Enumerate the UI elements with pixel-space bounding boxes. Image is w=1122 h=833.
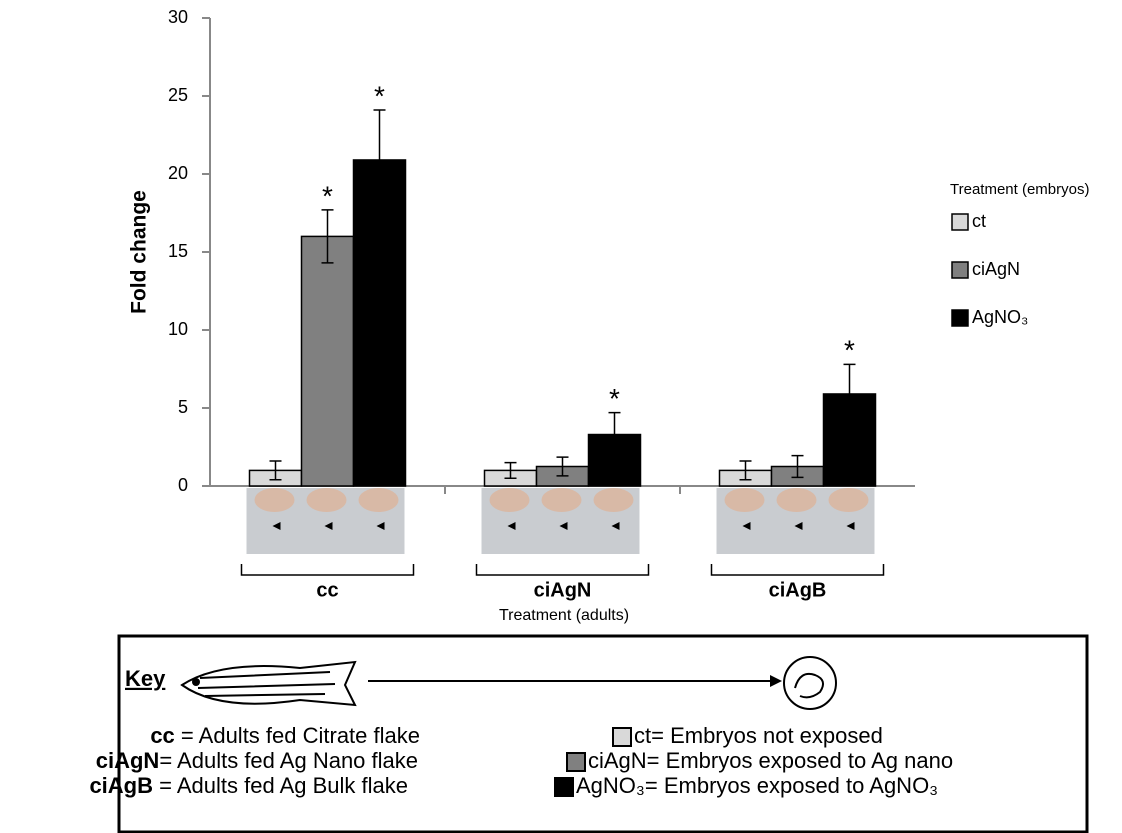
thumbnail-yolk [594, 488, 634, 512]
x-axis-label: Treatment (adults) [499, 607, 629, 624]
legend-swatch [952, 310, 968, 326]
thumbnail-yolk [359, 488, 399, 512]
key-swatch [613, 728, 631, 746]
bracket [477, 564, 649, 575]
y-tick-label: 5 [178, 397, 188, 417]
fish-icon [182, 662, 355, 705]
key-arrowhead [770, 675, 782, 687]
legend-swatch [952, 262, 968, 278]
key-title: Key [125, 666, 166, 691]
legend-label: ct [972, 211, 986, 231]
legend-title: Treatment (embryos) [950, 181, 1089, 198]
key-desc: = Adults fed Ag Nano flake [159, 748, 418, 773]
bar [302, 236, 354, 486]
key-code: ciAgN [96, 748, 160, 773]
x-tick-label: cc [316, 579, 338, 601]
key-adult-line: ciAgB = Adults fed Ag Bulk flake [89, 773, 408, 798]
significance-mark: * [322, 180, 333, 211]
bracket [712, 564, 884, 575]
embryo-icon [784, 657, 836, 709]
key-desc: = Adults fed Ag Bulk flake [153, 773, 408, 798]
thumbnail-yolk [307, 488, 347, 512]
thumbnail-yolk [777, 488, 817, 512]
thumbnail-yolk [542, 488, 582, 512]
key-embryo-line: ct= Embryos not exposed [634, 723, 883, 748]
legend-label: ciAgN [972, 259, 1020, 279]
figure: Fold change Treatment (adults) Treatment… [0, 0, 1122, 833]
thumbnail-yolk [725, 488, 765, 512]
key-box: Key cc = Adults fed Citrate flake ciAgN=… [89, 636, 1087, 832]
key-swatch [567, 753, 585, 771]
key-embryo-line: AgNO₃= Embryos exposed to AgNO₃ [576, 773, 938, 798]
y-tick-label: 30 [168, 7, 188, 27]
significance-mark: * [609, 383, 620, 414]
key-desc: = Adults fed Citrate flake [175, 723, 420, 748]
significance-mark: * [844, 335, 855, 366]
x-tick-label: ciAgN [534, 579, 592, 601]
y-axis-label: Fold change [128, 190, 151, 314]
thumbnail-yolk [255, 488, 295, 512]
key-code: cc [150, 723, 174, 748]
key-embryo-line: ciAgN= Embryos exposed to Ag nano [588, 748, 953, 773]
y-tick-label: 25 [168, 85, 188, 105]
thumbnail-yolk [829, 488, 869, 512]
legend-label: AgNO₃ [972, 307, 1028, 327]
significance-mark: * [374, 80, 385, 111]
y-tick-label: 15 [168, 241, 188, 261]
y-tick-label: 0 [178, 475, 188, 495]
key-swatch [555, 778, 573, 796]
x-tick-label: ciAgB [769, 579, 827, 601]
thumbnail-yolk [490, 488, 530, 512]
bracket [242, 564, 414, 575]
key-adult-line: cc = Adults fed Citrate flake [150, 723, 420, 748]
y-tick-label: 20 [168, 163, 188, 183]
key-code: ciAgB [89, 773, 153, 798]
key-adult-line: ciAgN= Adults fed Ag Nano flake [96, 748, 418, 773]
y-tick-label: 10 [168, 319, 188, 339]
legend-swatch [952, 214, 968, 230]
